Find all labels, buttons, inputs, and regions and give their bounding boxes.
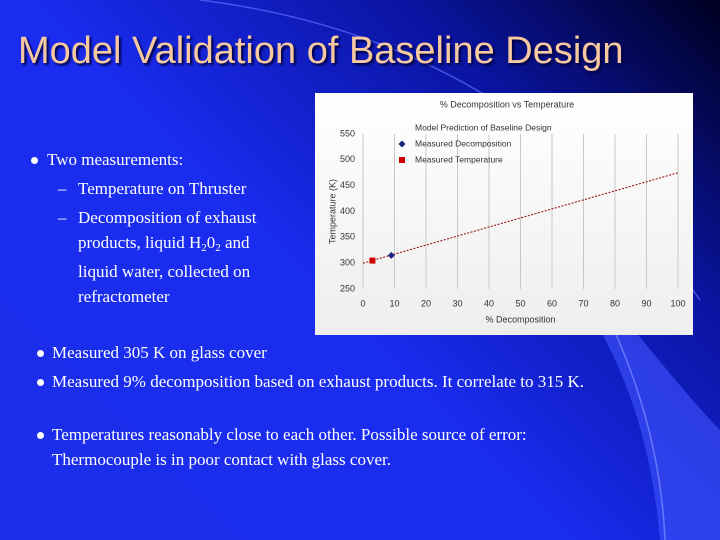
data-point (387, 251, 395, 259)
y-tick-label: 450 (340, 180, 355, 190)
subscript: 2 (215, 241, 221, 254)
text-run: 0 (206, 232, 216, 252)
x-tick-label: 20 (421, 298, 431, 308)
y-tick-label: 550 (340, 128, 355, 138)
y-tick-label: 250 (340, 283, 355, 293)
sub-bullet-text: Decomposition of exhaust products, liqui… (78, 206, 293, 309)
legend-label: Measured Decomposition (415, 138, 512, 148)
bullet-marker (31, 157, 38, 164)
sub-bullet-text: Temperature on Thruster (78, 179, 247, 198)
x-tick-label: 50 (515, 298, 525, 308)
text-run: and liquid water, collected on refractom… (78, 232, 251, 306)
bullet-text: Measured 305 K on glass cover (52, 343, 267, 362)
chart-title: % Decomposition vs Temperature (440, 99, 574, 109)
legend-marker (399, 157, 405, 163)
x-tick-label: 90 (641, 298, 651, 308)
line-series (362, 172, 679, 264)
x-tick-label: 100 (670, 298, 685, 308)
y-tick-label: 350 (340, 232, 355, 242)
slide-title: Model Validation of Baseline Design (18, 30, 624, 72)
subscript: 2 (201, 241, 207, 254)
legend-marker (398, 140, 406, 148)
data-point (369, 257, 376, 264)
chart-frame (315, 93, 693, 335)
bullet-marker (37, 379, 44, 386)
x-tick-label: 30 (452, 298, 462, 308)
bullet-marker (37, 350, 44, 357)
bullet-text: Temperatures reasonably close to each ot… (52, 425, 527, 469)
y-tick-label: 300 (340, 258, 355, 268)
y-tick-label: 400 (340, 206, 355, 216)
bullet-text: Two measurements: (47, 150, 184, 169)
x-tick-label: 0 (360, 298, 365, 308)
x-axis-label: % Decomposition (485, 314, 555, 324)
y-tick-label: 500 (340, 154, 355, 164)
x-tick-label: 10 (389, 298, 399, 308)
legend-label: Measured Temperature (415, 154, 503, 164)
x-tick-label: 40 (484, 298, 494, 308)
bullet-marker (37, 432, 44, 439)
text-run: Decomposition of exhaust products, liqui… (78, 208, 257, 252)
sub-bullet-marker: – (58, 208, 67, 227)
bullet-text: Measured 9% decomposition based on exhau… (52, 372, 585, 391)
x-tick-label: 60 (547, 298, 557, 308)
x-tick-label: 70 (578, 298, 588, 308)
sub-bullet-marker: – (58, 179, 67, 198)
legend-label: Model Prediction of Baseline Design (415, 122, 552, 132)
x-tick-label: 80 (610, 298, 620, 308)
y-axis-label: Temperature (K) (327, 179, 337, 244)
